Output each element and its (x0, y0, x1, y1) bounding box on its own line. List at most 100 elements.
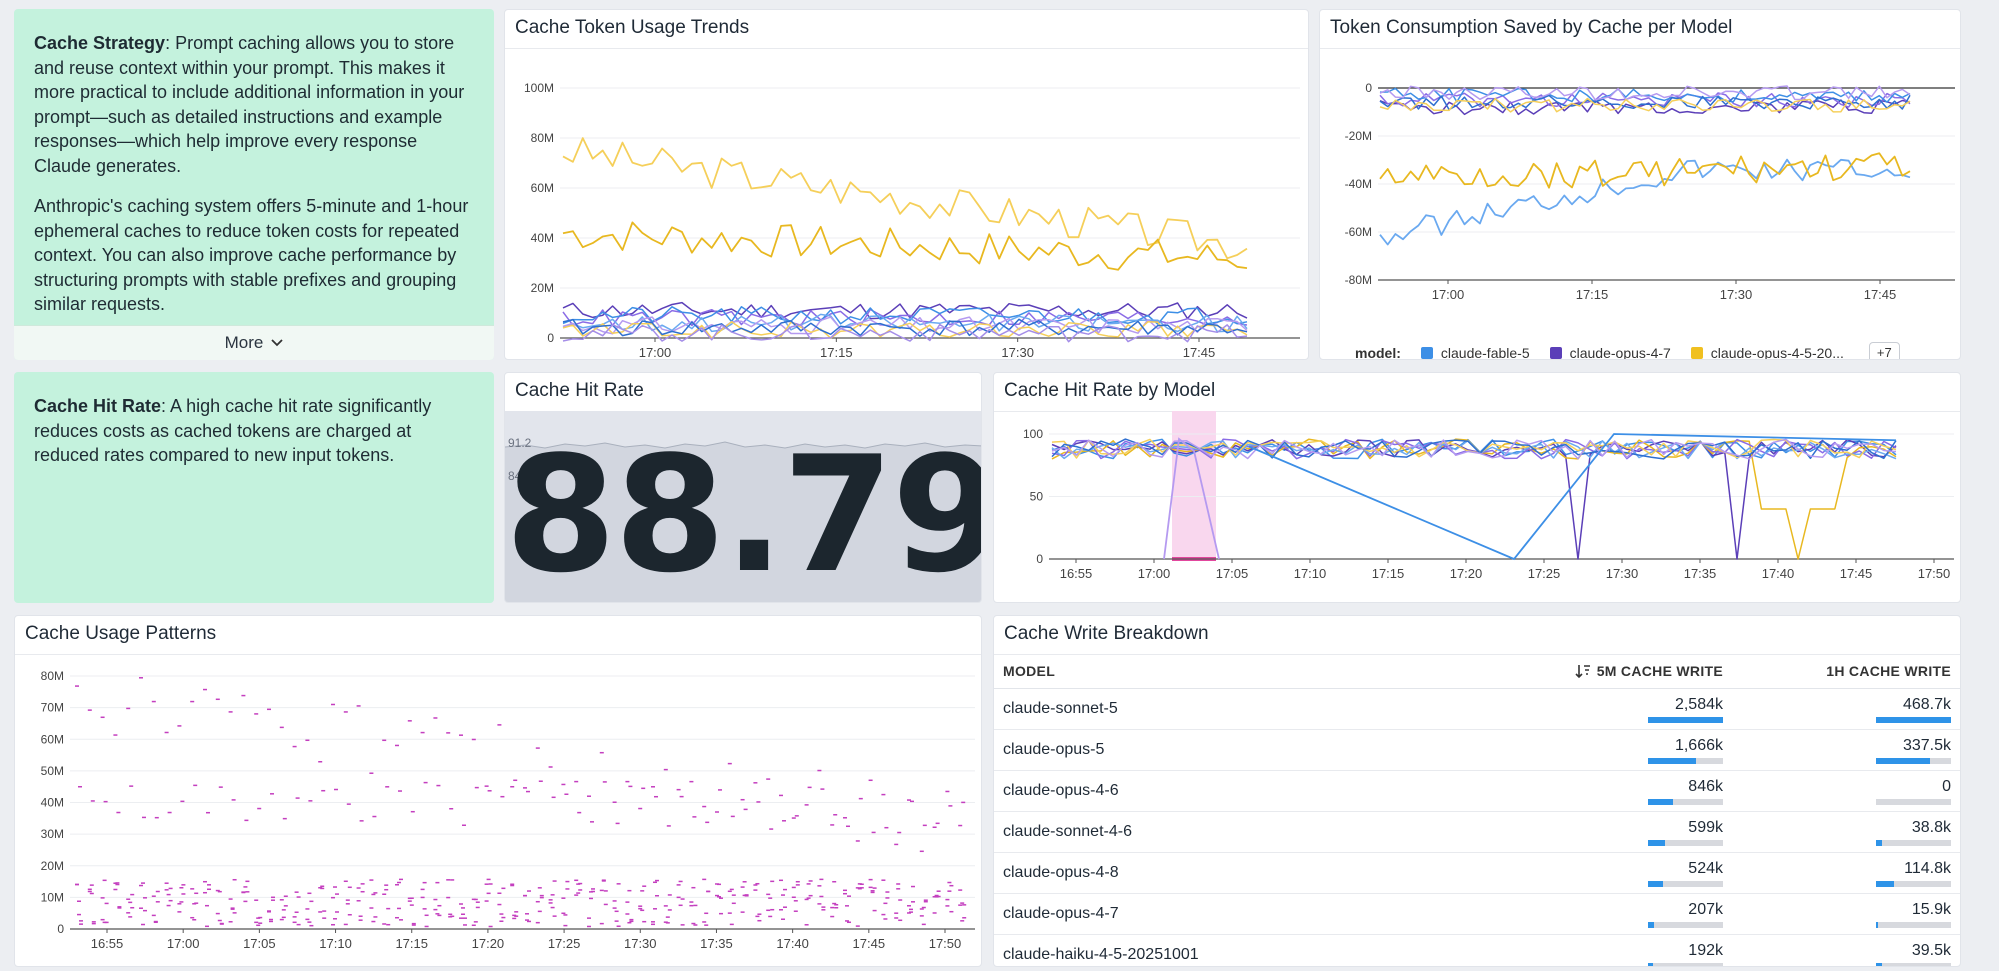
data-point (139, 884, 143, 887)
legend-item-3[interactable]: claude-opus-4-5-20... (1710, 344, 1844, 360)
data-point (602, 781, 607, 783)
series-line (1379, 152, 1911, 189)
data-point (523, 894, 527, 897)
cache-1h-cell-value: 337.5k (1902, 737, 1951, 754)
data-point (680, 924, 685, 926)
data-point (779, 909, 783, 911)
data-point (89, 892, 94, 895)
data-point (614, 920, 619, 922)
data-point (806, 883, 811, 885)
data-point (883, 902, 888, 905)
x-tick-label: 17:45 (1183, 345, 1216, 360)
y-tick-label: -80M (1345, 273, 1372, 287)
table-row[interactable]: claude-opus-4-7 207k 15.9k (994, 893, 1960, 935)
series-line (562, 308, 1248, 327)
data-point (475, 901, 480, 903)
legend-more-button[interactable]: +7 (1868, 342, 1900, 359)
table-row[interactable]: claude-sonnet-5 2,584k 468.7k (994, 688, 1960, 730)
x-tick-label: 17:10 (319, 936, 352, 951)
patterns-chart[interactable]: 80M 70M 60M 50M 40M 30M 20M 10M 0 16:55 17:00 17:05… (15, 654, 982, 966)
data-point (548, 899, 553, 901)
col-model[interactable]: MODEL (994, 654, 1504, 689)
data-point (309, 900, 314, 903)
data-point (369, 907, 374, 909)
more-button[interactable]: More (14, 325, 494, 360)
x-tick-label: 17:15 (1576, 287, 1609, 302)
spark-max-label: 91.2 (508, 436, 532, 450)
cache-5m-cell-value: 2,584k (1674, 696, 1723, 713)
col-5m[interactable]: 5M CACHE WRITE (1504, 654, 1732, 689)
data-point (757, 919, 762, 922)
data-point (243, 900, 248, 903)
data-point (360, 883, 365, 885)
table-row[interactable]: claude-opus-5 1,666k 337.5k (994, 729, 1960, 771)
data-point (459, 734, 463, 736)
data-point (612, 900, 617, 902)
data-point (130, 893, 135, 896)
data-point (678, 904, 683, 907)
data-point (936, 890, 941, 892)
trends-chart[interactable]: 100M 80M 60M 40M 20M 0 17:00 17:15 17:30 17:45 (505, 48, 1309, 360)
data-point (331, 703, 335, 706)
cache-1h-cell: 0 (1732, 770, 1960, 812)
cache-1h-cell-bar (1876, 799, 1951, 805)
y-tick-label: 30M (41, 827, 64, 841)
data-point (435, 881, 440, 884)
table-row[interactable]: claude-sonnet-4-6 599k 38.8k (994, 811, 1960, 853)
cache-hit-rate-panel: Cache Hit Rate 91.2 84.2 88.79 (504, 372, 982, 603)
sort-desc-icon (1575, 665, 1590, 679)
data-point (921, 906, 926, 909)
data-point (473, 921, 478, 923)
col-1h[interactable]: 1H CACHE WRITE (1732, 654, 1960, 689)
data-point (934, 894, 939, 897)
panel-title: Token Consumption Saved by Cache per Mod… (1330, 17, 1733, 38)
cache-5m-cell-value: 1,666k (1674, 737, 1723, 754)
data-point (411, 924, 416, 926)
data-point (334, 788, 338, 791)
table-row[interactable]: claude-haiku-4-5-20251001 192k 39.5k (994, 934, 1960, 966)
data-point (757, 913, 762, 915)
data-point (79, 923, 83, 925)
data-point (232, 912, 237, 914)
data-point (523, 787, 527, 789)
data-point (345, 899, 350, 901)
data-point (151, 895, 156, 897)
table-row[interactable]: claude-opus-4-6 846k 0 (994, 770, 1960, 812)
data-point (397, 881, 401, 884)
hitrate-model-chart[interactable]: 100 50 0 16:55 17:00 17:05 17:10 17:15 17:20 17:2… (994, 411, 1961, 603)
data-point (100, 918, 105, 921)
saved-chart[interactable]: 0 -20M -40M -60M -80M 17:00 17:15 17:30 17:45 (1320, 48, 1961, 328)
data-point (104, 902, 109, 905)
series-line (562, 301, 1248, 320)
data-point (296, 923, 301, 926)
x-tick-label: 17:00 (167, 936, 200, 951)
data-point (180, 800, 185, 803)
data-point (269, 920, 273, 923)
data-point (612, 907, 617, 909)
data-point (574, 879, 579, 882)
series-line (1248, 433, 1897, 561)
data-point (203, 891, 207, 894)
data-point (603, 903, 608, 906)
data-point (115, 882, 120, 884)
data-point (296, 896, 301, 898)
legend-item-2[interactable]: claude-opus-4-7 (1569, 344, 1671, 360)
data-point (883, 918, 888, 920)
data-point (295, 797, 300, 799)
cache-1h-cell-value: 0 (1942, 778, 1951, 795)
panel-title: Cache Hit Rate (515, 380, 644, 401)
data-point (179, 887, 184, 889)
data-point (692, 816, 697, 818)
legend-item-1[interactable]: claude-fable-5 (1440, 344, 1530, 360)
data-point (359, 820, 364, 822)
data-point (857, 887, 862, 890)
data-point (254, 921, 259, 924)
data-point (90, 800, 95, 802)
data-point (166, 904, 171, 907)
data-point (343, 880, 348, 883)
data-point (194, 902, 199, 904)
table-row[interactable]: claude-opus-4-8 524k 114.8k (994, 852, 1960, 894)
y-tick-label: 100M (524, 81, 554, 95)
data-point (599, 751, 604, 754)
data-point (395, 744, 399, 747)
